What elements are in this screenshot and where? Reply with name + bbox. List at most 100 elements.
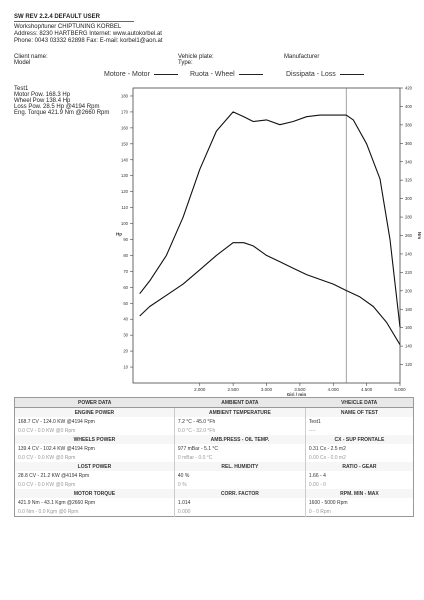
legend-dissipata-line [339, 74, 364, 75]
type-label: Type: [178, 60, 193, 66]
y-left-tick-label: 150 [121, 141, 129, 146]
section-title: ENGINE POWER [14, 407, 175, 417]
table-cell: 0.0 Nm - 0.0 Kgm @0 Rpm [14, 507, 175, 517]
x-tick-label: 2.500 [227, 387, 239, 392]
section-title: CORR. FACTOR [174, 489, 306, 498]
y-left-tick-label: 70 [123, 269, 128, 274]
y-left-tick-label: 100 [121, 221, 129, 226]
legend-dissipata-label: Dissipata - Loss [286, 71, 336, 78]
section-title: AMBIENT TEMPERATURE [174, 407, 306, 417]
dyno-chart: 2.000 2.500 3.000 3.500 4.000 4.500 5.000 Giri … [116, 86, 422, 398]
y-left-tick-label: 140 [121, 157, 129, 162]
y-left-tick-label: 20 [123, 349, 128, 354]
y-right-tick-label: 140 [405, 344, 413, 349]
y-right-tick-label: 300 [405, 196, 413, 201]
header-vehicle-data: VHEICLE DATA [305, 397, 414, 408]
model-label: Model [14, 60, 31, 66]
table-row: 28.8 CV - 21.2 KW @4194 Rpm 40 % 1.66 - 4 [14, 471, 414, 480]
table-cell: 1.66 - 4 [308, 472, 326, 479]
section-title: LOST POWER [14, 462, 175, 471]
table-section-title-row: WHEELS POWER AMB.PRESS - OIL TEMP. CX - SU… [14, 435, 414, 444]
table-row: 0.0 CV - 0.0 KW @0 Rpm 0 % 0.00 - 0 [14, 480, 414, 489]
y-left-tick-label: 170 [121, 109, 129, 114]
y-left-axis-label: Hp [116, 232, 122, 237]
y-left-tick-label: 50 [123, 301, 128, 306]
table-cell: 977 mBar - 5.1 °C [174, 444, 306, 453]
y-left-tick-label: 120 [121, 189, 129, 194]
table-cell: 1.014 [174, 498, 306, 507]
table-section-title-row: MOTOR TORQUE CORR. FACTOR RPM. MIN - MAX [14, 489, 414, 498]
info-wheel-pow: Wheel Pow 138.4 Hp [14, 98, 71, 104]
legend-ruota-label: Ruota - Wheel [190, 71, 235, 78]
y-left-tick-label: 130 [121, 173, 129, 178]
section-title: CX - SUP FRONTALE [305, 435, 414, 444]
y-left-tick-label: 160 [121, 125, 129, 130]
legend-ruota: Ruota - Wheel [190, 71, 263, 78]
table-cell: 0.0 °C - 32.0 °Fh [174, 426, 306, 435]
y-left-tick-label: 90 [123, 237, 128, 242]
x-tick-label: 2.000 [194, 387, 206, 392]
y-right-tick-label: 420 [405, 86, 413, 91]
y-right-tick-label: 380 [405, 122, 413, 127]
table-cell: 0 - 0 Rpm [308, 508, 331, 515]
section-title: REL. HUMIDITY [174, 462, 306, 471]
table-cell: Test1 [308, 418, 321, 425]
y-right-tick-label: 120 [405, 362, 413, 367]
y-right-tick-label: 280 [405, 215, 413, 220]
y-right-tick-label: 160 [405, 325, 413, 330]
table-header-row: POWER DATA AMBIENT DATA VHEICLE DATA [14, 397, 414, 408]
y-right-tick-label: 320 [405, 178, 413, 183]
vehicle-plate-label: Vehicle plate: [178, 54, 214, 60]
table-cell: 0.000 [174, 507, 306, 517]
header-power-data: POWER DATA [14, 397, 175, 408]
table-row: 0.0 CV - 0.0 KW @0 Rpm 0 mBar - 0.0 °C 0.0… [14, 453, 414, 462]
series-line-1 [139, 242, 401, 345]
table-row: 0.0 Nm - 0.0 Kgm @0 Rpm 0.000 0 - 0 Rpm [14, 507, 414, 517]
header-ambient-data: AMBIENT DATA [174, 397, 306, 408]
x-tick-label: 3.000 [261, 387, 273, 392]
table-cell: 0.0 CV - 0.0 KW @0 Rpm [14, 426, 175, 435]
y-right-tick-label: 180 [405, 307, 413, 312]
section-title: NAME OF TEST [305, 407, 414, 417]
table-cell: 0.31 Cx - 2.5 m2 [308, 445, 346, 452]
x-tick-label: 5.000 [394, 387, 406, 392]
table-cell: 28.8 CV - 21.2 KW @4194 Rpm [14, 471, 175, 480]
y-right-tick-label: 340 [405, 159, 413, 164]
y-right-tick-label: 400 [405, 104, 413, 109]
y-left-tick-label: 10 [123, 365, 128, 370]
y-right-tick-label: 260 [405, 233, 413, 238]
table-cell: 0.0 CV - 0.0 KW @0 Rpm [14, 480, 175, 489]
y-left-tick-label: 60 [123, 285, 128, 290]
info-motor-pow: Motor Pow. 168.3 Hp [14, 92, 71, 98]
table-section-title-row: ENGINE POWER AMBIENT TEMPERATURE NAME OF T… [14, 407, 414, 417]
legend-motore-line [153, 74, 178, 75]
section-title: RATIO - GEAR [305, 462, 414, 471]
x-axis-label: Giri / min [287, 392, 307, 397]
software-revision: SW REV 2.2.4 DEFAULT USER [14, 14, 100, 20]
table-section-title-row: LOST POWER REL. HUMIDITY RATIO - GEAR [14, 462, 414, 471]
y-left-tick-label: 30 [123, 333, 128, 338]
y-left-tick-label: 180 [121, 93, 129, 98]
info-loss-pow: Loss Pow. 28.5 Hp @4194 Rpm [14, 104, 100, 110]
table-cell: 40 % [174, 471, 306, 480]
table-cell: 0 % [174, 480, 306, 489]
section-title: RPM. MIN - MAX [305, 489, 414, 498]
table-cell: 1600 - 5000 Rpm [308, 499, 348, 506]
x-tick-label: 4.000 [328, 387, 340, 392]
client-name-label: Client name: [14, 54, 48, 60]
y-left-tick-label: 40 [123, 317, 128, 322]
section-title: MOTOR TORQUE [14, 489, 175, 498]
workshop-phone: Phone: 0043 03332 62898 Fax: E-mail: kor… [14, 38, 163, 44]
info-eng-torque: Eng. Torque 421.9 Nm @2660 Rpm [14, 110, 110, 116]
legend-motore: Motore - Motor [104, 71, 178, 78]
table-row: 168.7 CV - 124.0 KW @4194 Rpm 7.2 °C - 45… [14, 417, 414, 426]
report-table: POWER DATA AMBIENT DATA VHEICLE DATA ENG… [14, 397, 414, 517]
table-cell: 0.00 - 0 [308, 481, 326, 488]
section-title: AMB.PRESS - OIL TEMP. [174, 435, 306, 444]
table-cell: 0 mBar - 0.0 °C [174, 453, 306, 462]
table-cell: 7.2 °C - 45.0 °Fh [174, 417, 306, 426]
info-test: Test1 [14, 86, 29, 92]
y-left-tick-label: 110 [121, 205, 128, 210]
table-row: 139.4 CV - 102.4 KW @4194 Rpm 977 mBar - … [14, 444, 414, 453]
table-cell: 0.00 Cx - 0.0 m2 [308, 454, 346, 461]
